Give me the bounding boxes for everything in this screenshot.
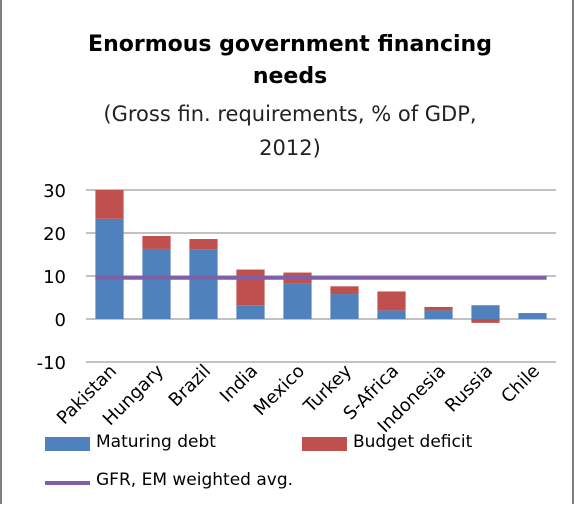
chart-subtitle-line1: (Gross fin. requirements, % of GDP, — [103, 102, 477, 126]
bar-budget-deficit — [377, 291, 406, 311]
legend-swatch-em-average-line — [45, 481, 90, 485]
y-tick-label: 20 — [43, 224, 66, 245]
bar-budget-deficit — [189, 239, 218, 250]
bar-maturing-debt — [518, 313, 547, 319]
y-tick-label: -10 — [37, 353, 66, 374]
y-tick-label: 30 — [43, 181, 66, 202]
bar-maturing-debt — [424, 310, 453, 319]
bar-budget-deficit — [424, 306, 453, 311]
legend-swatch-budget-deficit — [302, 437, 347, 451]
legend-label-budget-deficit: Budget deficit — [353, 432, 473, 452]
bar-maturing-debt — [142, 248, 171, 319]
bar-maturing-debt — [330, 294, 359, 319]
bar-maturing-debt — [236, 305, 265, 319]
bar-maturing-debt — [377, 310, 406, 319]
bar-maturing-debt — [189, 249, 218, 319]
bar-budget-deficit — [236, 269, 265, 306]
y-tick-label: 0 — [55, 310, 66, 331]
bar-budget-deficit — [330, 286, 359, 295]
legend-label-maturing-debt: Maturing debt — [96, 432, 216, 452]
bar-budget-deficit — [142, 236, 171, 249]
x-category-label: Russia — [441, 361, 497, 417]
bar-budget-deficit — [471, 319, 500, 323]
x-category-label: Mexico — [250, 361, 309, 420]
legend-label-em-average-line: GFR, EM weighted avg. — [96, 470, 294, 490]
legend-swatch-maturing-debt — [45, 437, 90, 451]
bar-maturing-debt — [95, 218, 124, 319]
chart-title-line2: needs — [252, 64, 328, 89]
bar-maturing-debt — [283, 283, 312, 319]
x-category-label: Chile — [497, 361, 544, 408]
chart-subtitle-line2: 2012) — [259, 136, 321, 160]
bar-budget-deficit — [518, 312, 547, 314]
x-category-label: Brazil — [165, 361, 215, 411]
chart-title-line1: Enormous government financing — [88, 32, 492, 57]
bar-budget-deficit — [95, 190, 124, 219]
bar-maturing-debt — [471, 305, 500, 319]
y-tick-label: 10 — [43, 267, 66, 288]
